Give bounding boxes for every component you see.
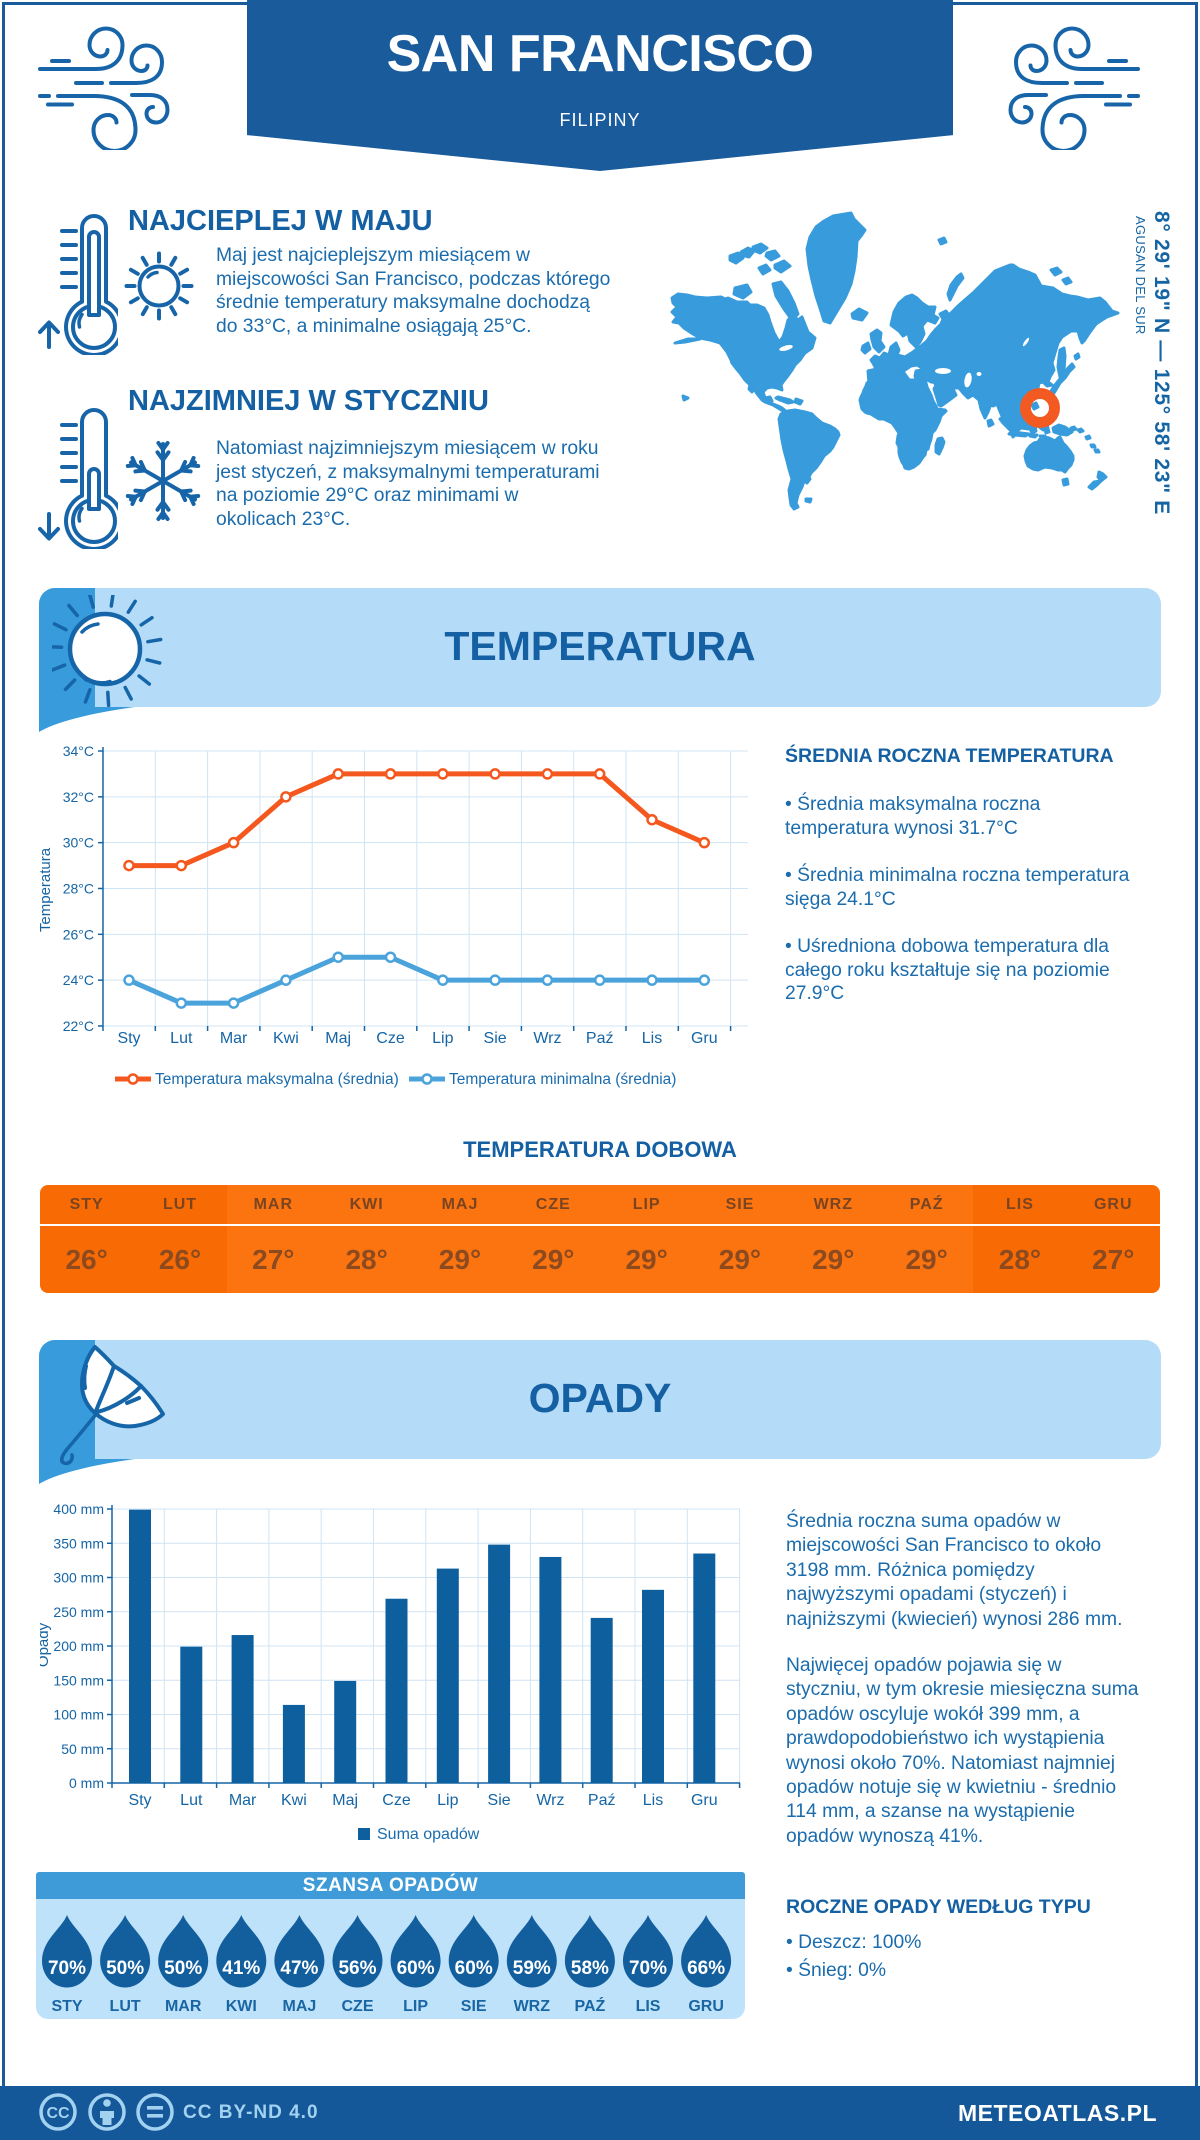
svg-text:WRZ: WRZ xyxy=(514,1998,551,2015)
svg-text:70%: 70% xyxy=(629,1958,667,1979)
svg-text:60%: 60% xyxy=(397,1958,435,1979)
svg-text:50 mm: 50 mm xyxy=(61,1741,104,1757)
svg-text:100 mm: 100 mm xyxy=(53,1707,104,1723)
svg-text:50%: 50% xyxy=(106,1958,144,1979)
svg-text:22°C: 22°C xyxy=(63,1018,94,1034)
svg-text:Lis: Lis xyxy=(643,1792,663,1809)
svg-text:Cze: Cze xyxy=(382,1792,411,1809)
svg-text:32°C: 32°C xyxy=(63,789,94,805)
svg-text:Paź: Paź xyxy=(588,1792,616,1809)
svg-text:Opady: Opady xyxy=(40,1622,52,1667)
svg-text:Cze: Cze xyxy=(376,1030,405,1047)
svg-text:41%: 41% xyxy=(222,1958,260,1979)
svg-text:Maj: Maj xyxy=(332,1792,358,1809)
svg-text:Gru: Gru xyxy=(691,1792,718,1809)
svg-text:PAŹ: PAŹ xyxy=(574,1996,605,2015)
svg-text:58%: 58% xyxy=(571,1958,609,1979)
svg-text:KWI: KWI xyxy=(226,1998,257,2015)
svg-text:Maj: Maj xyxy=(325,1030,351,1047)
svg-text:70%: 70% xyxy=(48,1958,86,1979)
svg-text:Temperatura minimalna (średnia: Temperatura minimalna (średnia) xyxy=(449,1071,676,1088)
svg-text:28°C: 28°C xyxy=(63,880,94,896)
svg-text:Lip: Lip xyxy=(432,1030,453,1047)
svg-text:Lis: Lis xyxy=(642,1030,662,1047)
svg-text:LUT: LUT xyxy=(110,1998,141,2015)
svg-text:Wrz: Wrz xyxy=(536,1792,564,1809)
svg-text:150 mm: 150 mm xyxy=(53,1672,104,1688)
svg-text:34°C: 34°C xyxy=(63,743,94,759)
svg-text:300 mm: 300 mm xyxy=(53,1570,104,1586)
svg-text:47%: 47% xyxy=(280,1958,318,1979)
svg-text:CC: CC xyxy=(46,2105,70,2122)
svg-text:350 mm: 350 mm xyxy=(53,1535,104,1551)
svg-text:Sty: Sty xyxy=(128,1792,151,1809)
svg-text:Temperatura: Temperatura xyxy=(40,847,54,932)
svg-text:Sie: Sie xyxy=(484,1030,507,1047)
svg-text:Kwi: Kwi xyxy=(281,1792,307,1809)
svg-text:Temperatura maksymalna (średni: Temperatura maksymalna (średnia) xyxy=(155,1071,399,1088)
svg-text:250 mm: 250 mm xyxy=(53,1604,104,1620)
svg-text:59%: 59% xyxy=(513,1958,551,1979)
svg-text:MAJ: MAJ xyxy=(283,1998,317,2015)
svg-text:50%: 50% xyxy=(164,1958,202,1979)
svg-text:Lut: Lut xyxy=(180,1792,203,1809)
svg-text:Gru: Gru xyxy=(691,1030,718,1047)
svg-text:200 mm: 200 mm xyxy=(53,1638,104,1654)
svg-text:Lip: Lip xyxy=(437,1792,458,1809)
svg-text:30°C: 30°C xyxy=(63,835,94,851)
svg-text:MAR: MAR xyxy=(165,1998,202,2015)
svg-text:Sie: Sie xyxy=(488,1792,511,1809)
svg-text:66%: 66% xyxy=(687,1958,725,1979)
svg-text:56%: 56% xyxy=(338,1958,376,1979)
svg-text:Sty: Sty xyxy=(117,1030,140,1047)
svg-text:Lut: Lut xyxy=(170,1030,193,1047)
svg-text:STY: STY xyxy=(51,1998,82,2015)
svg-text:Suma opadów: Suma opadów xyxy=(377,1826,480,1843)
svg-text:LIS: LIS xyxy=(636,1998,661,2015)
svg-text:GRU: GRU xyxy=(688,1998,724,2015)
svg-text:Mar: Mar xyxy=(229,1792,257,1809)
svg-text:Wrz: Wrz xyxy=(533,1030,561,1047)
svg-text:400 mm: 400 mm xyxy=(53,1501,104,1517)
svg-text:0 mm: 0 mm xyxy=(69,1775,104,1791)
svg-text:Paź: Paź xyxy=(586,1030,614,1047)
svg-text:SIE: SIE xyxy=(461,1998,487,2015)
svg-text:Kwi: Kwi xyxy=(273,1030,299,1047)
svg-text:CZE: CZE xyxy=(342,1998,374,2015)
svg-text:LIP: LIP xyxy=(403,1998,428,2015)
svg-text:Mar: Mar xyxy=(220,1030,248,1047)
svg-text:26°C: 26°C xyxy=(63,926,94,942)
svg-text:24°C: 24°C xyxy=(63,972,94,988)
svg-text:60%: 60% xyxy=(455,1958,493,1979)
